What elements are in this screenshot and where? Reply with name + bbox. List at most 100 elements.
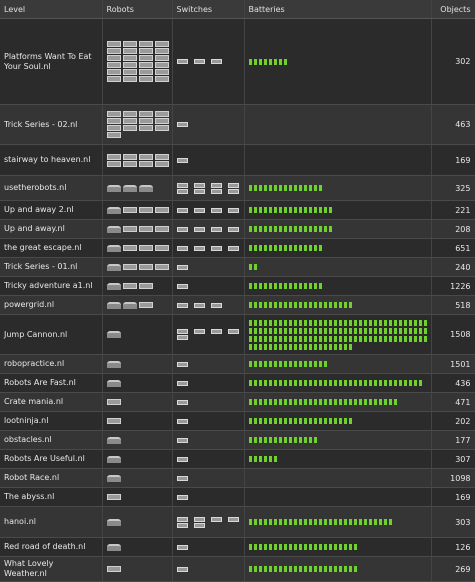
batteries-cell <box>244 314 432 355</box>
battery-icon <box>343 418 347 424</box>
battery-icon <box>383 399 387 405</box>
objects-cell: 169 <box>431 144 475 176</box>
battery-icon <box>338 327 342 334</box>
table-row[interactable]: Up and away.nl 208 <box>0 219 475 239</box>
switch-icon <box>176 283 188 289</box>
switches-header[interactable]: Switches <box>172 0 245 19</box>
objects-cell: 463 <box>431 104 475 145</box>
battery-icon <box>418 335 422 342</box>
battery-icon <box>273 361 277 367</box>
battery-icon <box>373 327 377 334</box>
batteries-cell <box>244 18 432 105</box>
battery-icon <box>388 335 392 342</box>
table-row[interactable]: The abyss.nl 169 <box>0 487 475 507</box>
level-name-cell: powergrid.nl <box>0 295 103 315</box>
table-row[interactable]: powergrid.nl 518 <box>0 295 475 315</box>
robot-icon <box>138 206 153 213</box>
table-row[interactable]: Platforms Want To Eat Your Soul.nl 302 <box>0 18 475 105</box>
batteries-header[interactable]: Batteries <box>244 0 432 19</box>
robots-header[interactable]: Robots <box>102 0 173 19</box>
battery-icon <box>263 207 267 213</box>
battery-icon <box>353 335 357 342</box>
robot-icon <box>122 48 137 54</box>
battery-icon <box>248 399 252 405</box>
battery-icon <box>278 335 282 342</box>
table-row[interactable]: Robots Are Useful.nl 307 <box>0 449 475 469</box>
robot-icon <box>138 244 153 251</box>
battery-icon <box>283 519 287 525</box>
switch-icon <box>193 59 205 64</box>
robot-icon <box>122 153 137 160</box>
battery-icon <box>308 361 312 367</box>
battery-icon <box>273 185 277 191</box>
battery-icon <box>328 418 332 424</box>
robot-icon <box>138 48 153 54</box>
battery-icon <box>318 226 322 232</box>
robot-icon <box>138 55 153 61</box>
batteries-cell <box>244 104 432 145</box>
robot-icon <box>138 225 153 232</box>
battery-icon <box>298 319 302 326</box>
battery-icon <box>293 361 297 367</box>
table-row[interactable]: Robots Are Fast.nl 436 <box>0 373 475 393</box>
table-row[interactable]: Trick Series - 01.nl 240 <box>0 257 475 277</box>
battery-icon <box>293 327 297 334</box>
level-header[interactable]: Level <box>0 0 103 19</box>
table-row[interactable]: Trick Series - 02.nl 463 <box>0 104 475 145</box>
table-row[interactable]: usetherobots.nl 325 <box>0 175 475 201</box>
table-row[interactable]: the great escape.nl 651 <box>0 238 475 258</box>
robot-icon <box>154 62 169 68</box>
battery-icon <box>418 380 422 386</box>
battery-icon <box>318 302 322 308</box>
battery-icon <box>348 380 352 386</box>
batteries-cell <box>244 276 432 296</box>
table-row[interactable]: Robot Race.nl 1098 <box>0 468 475 488</box>
table-row[interactable]: Jump Cannon.nl 1508 <box>0 314 475 355</box>
battery-icon <box>348 399 352 405</box>
battery-icon <box>313 327 317 334</box>
robot-icon <box>138 111 153 117</box>
switch-icon <box>176 264 188 270</box>
table-row[interactable]: Up and away 2.nl 221 <box>0 200 475 220</box>
battery-icon <box>303 361 307 367</box>
robots-cell <box>102 411 173 431</box>
battery-icon <box>283 327 287 334</box>
switch-icon <box>176 516 188 522</box>
objects-cell: 651 <box>431 238 475 258</box>
table-row[interactable]: What Lovely Weather.nl 269 <box>0 556 475 582</box>
objects-header[interactable]: Objects <box>431 0 475 19</box>
battery-icon <box>258 544 262 550</box>
robot-icon <box>154 206 169 213</box>
switch-icon <box>176 418 188 424</box>
battery-icon <box>313 319 317 326</box>
robots-cell <box>102 556 173 582</box>
switch-icon <box>227 226 239 232</box>
level-name-cell: Robot Race.nl <box>0 468 103 488</box>
robots-cell <box>102 257 173 277</box>
robot-icon <box>106 76 121 82</box>
table-row[interactable]: Red road of death.nl 126 <box>0 537 475 557</box>
table-row[interactable]: Tricky adventure a1.nl 1226 <box>0 276 475 296</box>
batteries-cell <box>244 238 432 258</box>
battery-icon <box>308 380 312 386</box>
table-row[interactable]: Crate mania.nl 471 <box>0 392 475 412</box>
battery-icon <box>263 302 267 308</box>
battery-icon <box>308 399 312 405</box>
batteries-cell <box>244 392 432 412</box>
table-row[interactable]: robopractice.nl 1501 <box>0 354 475 374</box>
battery-icon <box>298 544 302 550</box>
switch-icon <box>210 329 222 334</box>
battery-icon <box>383 380 387 386</box>
batteries-cell <box>244 219 432 239</box>
battery-icon <box>423 319 427 326</box>
battery-icon <box>388 380 392 386</box>
battery-icon <box>368 335 372 342</box>
table-row[interactable]: lootninja.nl 202 <box>0 411 475 431</box>
table-row[interactable]: obstacles.nl 177 <box>0 430 475 450</box>
table-row[interactable]: stairway to heaven.nl 169 <box>0 144 475 176</box>
table-row[interactable]: hanoi.nl 303 <box>0 506 475 538</box>
battery-icon <box>258 335 262 342</box>
batteries-cell <box>244 175 432 201</box>
battery-icon <box>288 319 292 326</box>
battery-icon <box>248 264 252 270</box>
